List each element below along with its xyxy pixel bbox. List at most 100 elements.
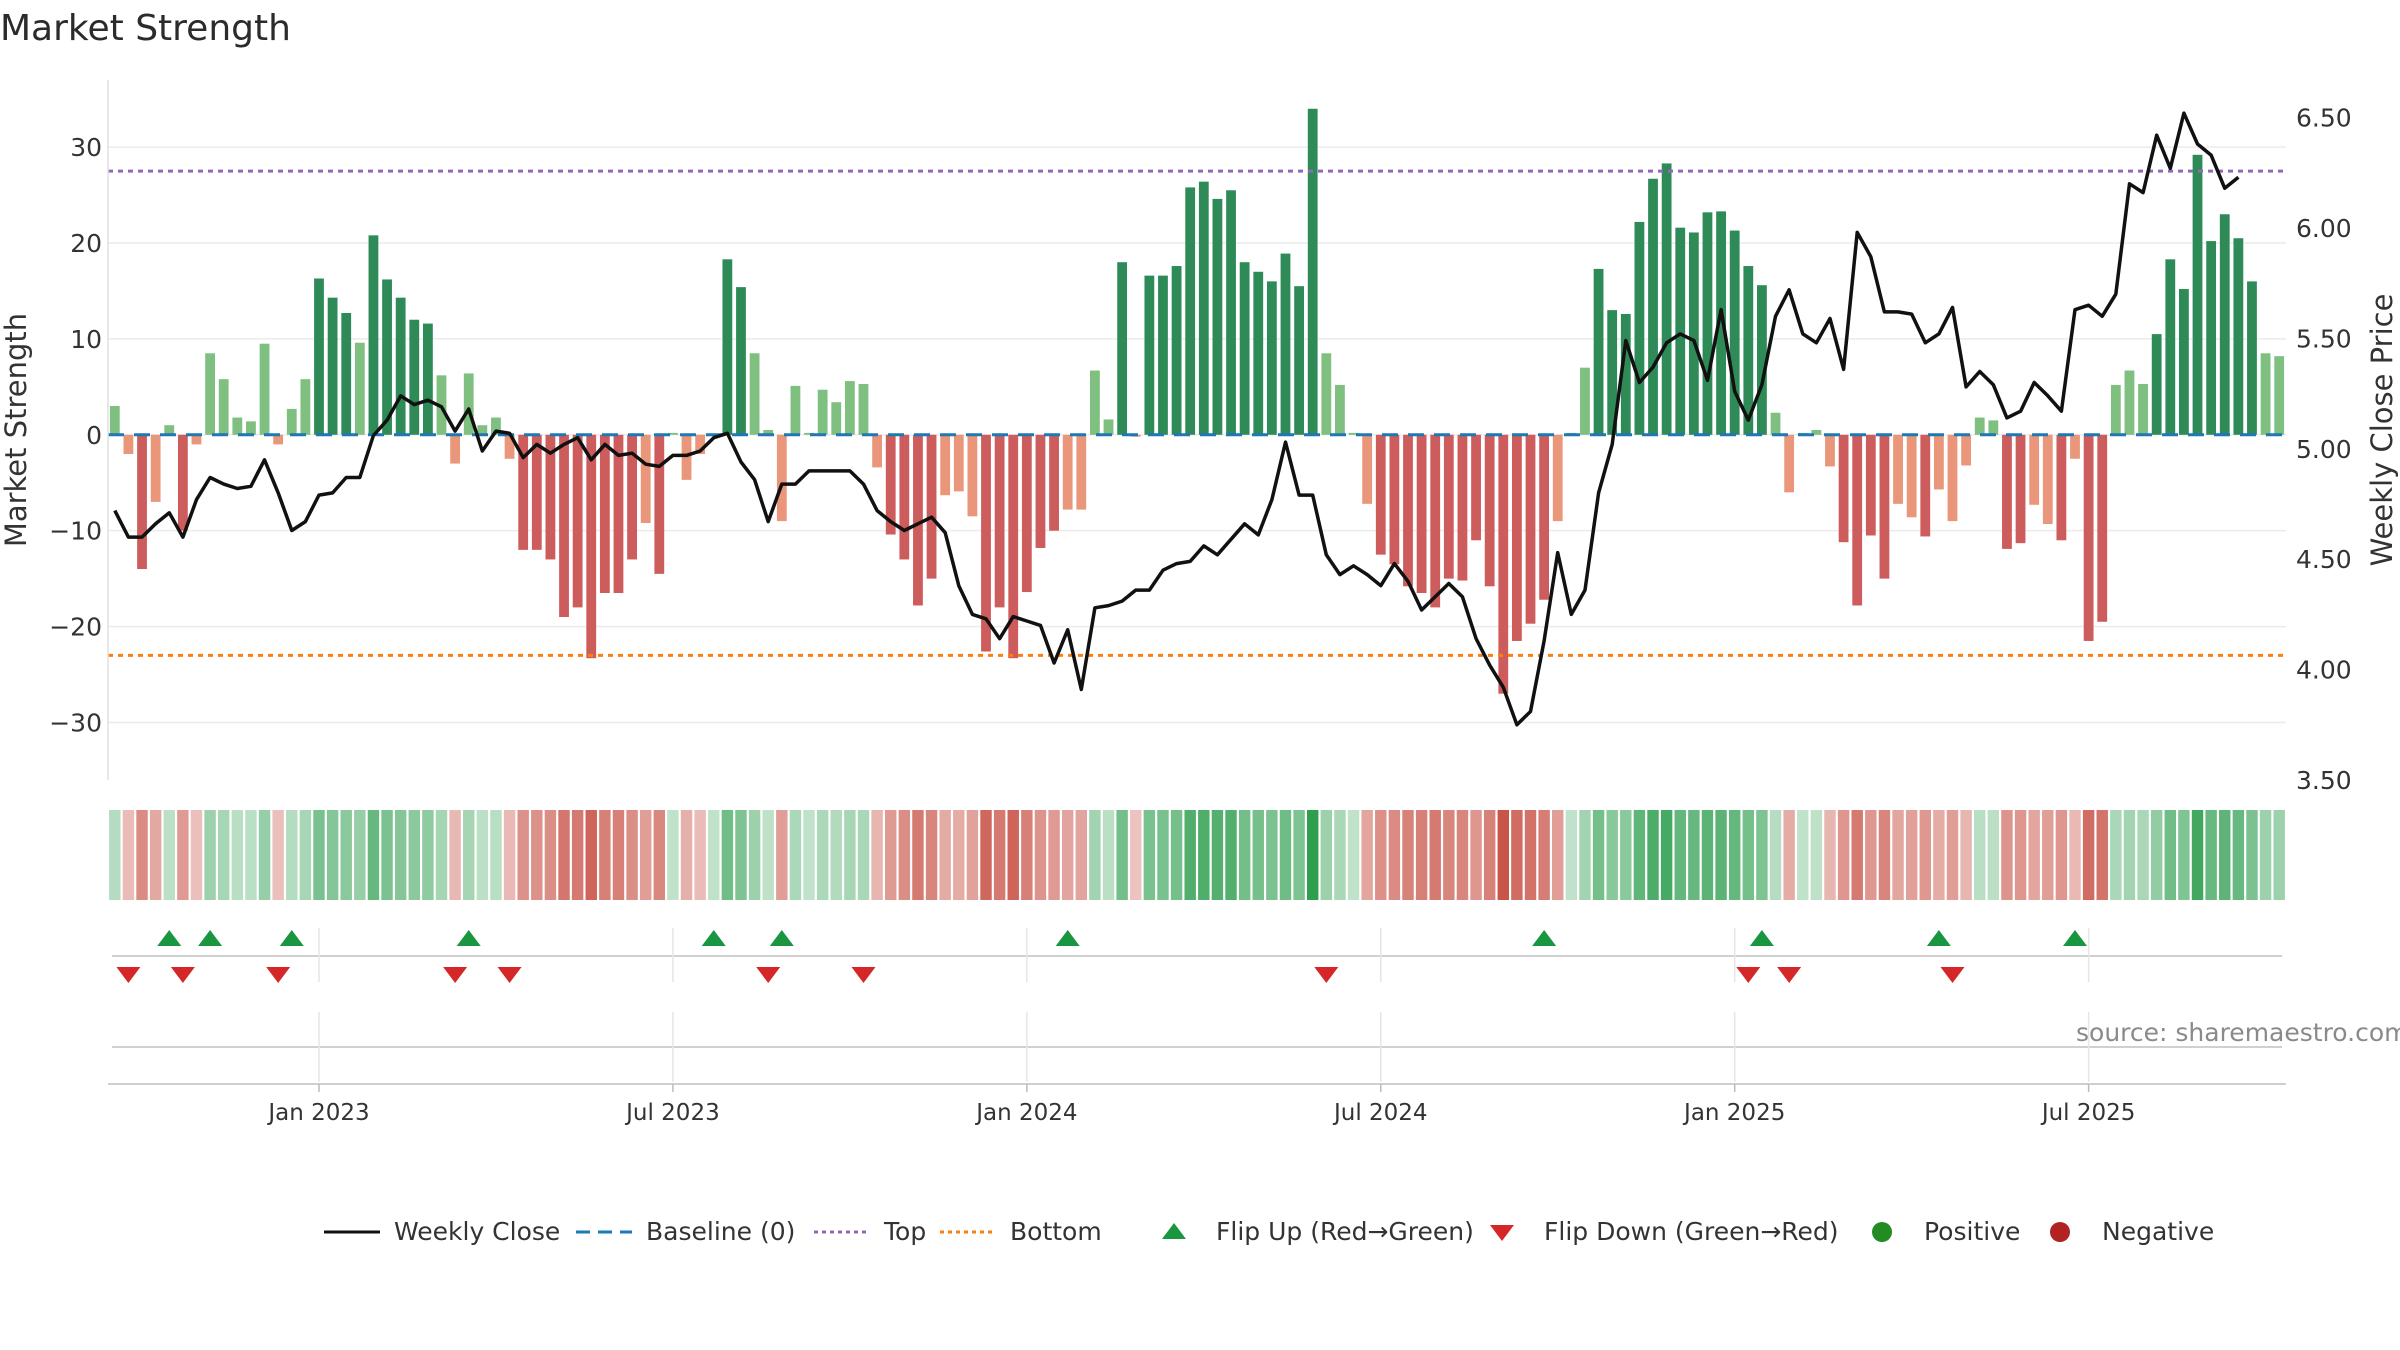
strength-bar bbox=[790, 385, 801, 435]
strength-bar bbox=[2192, 154, 2203, 435]
strength-strip-cell bbox=[1347, 810, 1360, 900]
flip-up-marker bbox=[1926, 930, 1951, 946]
strength-strip-cell bbox=[1238, 810, 1251, 900]
legend: Weekly Close Baseline (0) Top Bottom Fli… bbox=[320, 1212, 2220, 1252]
strength-bar bbox=[2274, 356, 2285, 435]
strength-bar bbox=[654, 434, 665, 574]
reference-lines bbox=[108, 169, 2286, 657]
strength-strip-cell bbox=[163, 810, 175, 900]
page-title: Market Strength bbox=[0, 8, 291, 49]
strength-strip-cell bbox=[626, 810, 638, 900]
strength-strip-cell bbox=[708, 810, 720, 900]
strength-bar bbox=[2124, 370, 2135, 435]
strength-bar bbox=[749, 353, 760, 435]
strength-bar bbox=[409, 319, 420, 435]
strength-strip-cell bbox=[885, 810, 897, 900]
strength-strip-cell bbox=[435, 810, 448, 900]
strength-strip-cell bbox=[1456, 810, 1469, 900]
strength-bar bbox=[1539, 434, 1550, 600]
strength-bar bbox=[817, 389, 828, 435]
strength-bar bbox=[545, 434, 556, 560]
x-tick-label: Jan 2023 bbox=[266, 1100, 369, 1126]
strength-bar bbox=[994, 434, 1005, 608]
strength-bar bbox=[191, 434, 202, 445]
strength-bar bbox=[1021, 434, 1032, 593]
strength-bar bbox=[1865, 434, 1876, 536]
strength-strip-cell bbox=[2123, 810, 2136, 900]
strength-bar bbox=[1389, 434, 1400, 565]
legend-label-bottom: Bottom bbox=[1010, 1217, 1102, 1246]
strength-bar bbox=[1212, 198, 1223, 435]
strength-bar bbox=[1348, 432, 1359, 435]
strength-strip-cell bbox=[1075, 810, 1088, 900]
x-tick-label: Jul 2025 bbox=[2040, 1100, 2136, 1126]
flip-up-marker bbox=[2063, 930, 2088, 946]
strength-bar bbox=[804, 432, 814, 435]
strength-strip-cell bbox=[953, 810, 965, 900]
strength-strip-cell bbox=[1198, 810, 1210, 900]
strength-strip-cell bbox=[1865, 810, 1877, 900]
strength-bar bbox=[1675, 227, 1686, 435]
strength-bar bbox=[232, 417, 243, 435]
strength-strip-cell bbox=[925, 810, 938, 900]
strength-bar bbox=[1580, 367, 1590, 435]
strength-strip-cell bbox=[2232, 810, 2245, 900]
strength-bar bbox=[1416, 434, 1427, 594]
strength-strip-cell bbox=[1715, 810, 1727, 900]
strength-bar bbox=[2179, 289, 2189, 435]
strength-strip-cell bbox=[1483, 810, 1496, 900]
strength-strip-cell bbox=[313, 810, 325, 900]
strength-bar bbox=[586, 434, 597, 659]
strength-bar bbox=[599, 434, 610, 594]
strength-bar bbox=[1620, 313, 1631, 435]
strength-strip-cell bbox=[912, 810, 924, 900]
strength-strip-cell bbox=[1429, 810, 1441, 900]
flip-up-marker bbox=[456, 930, 481, 946]
strength-strip-cell bbox=[1266, 810, 1278, 900]
strength-bar bbox=[1593, 268, 1604, 435]
strength-strip-cell bbox=[1878, 810, 1891, 900]
price-line bbox=[113, 111, 2240, 727]
strength-bar bbox=[722, 259, 733, 435]
flip-up-marker bbox=[279, 930, 304, 946]
strength-bar bbox=[422, 323, 433, 435]
strength-bar bbox=[1784, 434, 1795, 493]
strength-bar bbox=[1253, 271, 1264, 435]
strength-bar bbox=[2083, 434, 2094, 641]
strength-bar bbox=[1144, 275, 1155, 435]
strength-bar bbox=[1879, 434, 1890, 579]
strength-strip-cell bbox=[177, 810, 189, 900]
strength-bar bbox=[463, 373, 474, 435]
strength-strip-cell bbox=[517, 810, 529, 900]
strength-bar bbox=[2260, 353, 2271, 435]
strength-bar bbox=[2029, 434, 2040, 505]
strength-strip-cell bbox=[1892, 810, 1904, 900]
strength-strip-cell bbox=[1538, 810, 1550, 900]
strength-strip-cell bbox=[939, 810, 951, 900]
strength-bar bbox=[1375, 434, 1386, 555]
strength-strip-cell bbox=[272, 810, 284, 900]
strength-strip-cell bbox=[503, 810, 516, 900]
legend-label-flip-up: Flip Up (Red→Green) bbox=[1216, 1217, 1474, 1246]
strength-strip-cell bbox=[2055, 810, 2068, 900]
strength-bar bbox=[504, 434, 515, 459]
strength-bar bbox=[1988, 420, 1999, 435]
strength-strip-cell bbox=[1184, 810, 1196, 900]
strength-strip-cell bbox=[2096, 810, 2108, 900]
strength-bar bbox=[1171, 266, 1182, 435]
strength-strip-cell bbox=[2246, 810, 2258, 900]
strength-bar bbox=[2206, 241, 2217, 435]
strength-bar bbox=[300, 379, 311, 435]
y2-tick-label: 3.50 bbox=[2296, 766, 2352, 795]
y-tick-label: 30 bbox=[70, 133, 102, 162]
strength-strip-cell bbox=[612, 810, 625, 900]
strength-bar bbox=[1770, 412, 1781, 435]
strength-bar bbox=[1893, 434, 1903, 504]
strength-bar bbox=[177, 434, 188, 531]
x-tick-label: Jul 2023 bbox=[624, 1100, 720, 1126]
strength-strip-cell bbox=[1306, 810, 1319, 900]
strength-strip-cell bbox=[1089, 810, 1101, 900]
strength-bar bbox=[1757, 285, 1767, 435]
y2-tick-label: 6.00 bbox=[2296, 214, 2352, 243]
strength-strip-cell bbox=[1620, 810, 1632, 900]
